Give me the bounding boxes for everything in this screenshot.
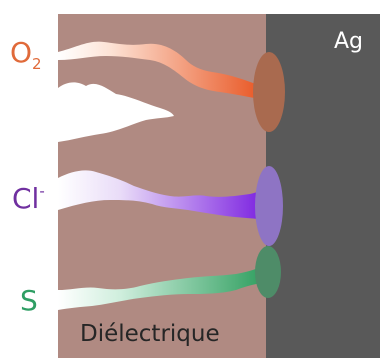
oxygen-corrosion-product [253,52,285,132]
dielectric-label: Diélectrique [80,321,220,347]
sulfur-label: S [20,284,38,317]
oxygen-diffusion-channel [58,41,266,100]
chloride-diffusion-channel [58,170,266,220]
oxygen-label: O2 [10,36,42,73]
silver-label: Ag [334,29,363,54]
sulfur-corrosion-product [255,246,281,298]
chloride-corrosion-product [255,166,283,246]
pore-cavity [58,82,174,142]
chloride-label: Cl- [12,182,45,215]
silver-layer [266,14,380,358]
sulfur-diffusion-channel [58,266,266,310]
